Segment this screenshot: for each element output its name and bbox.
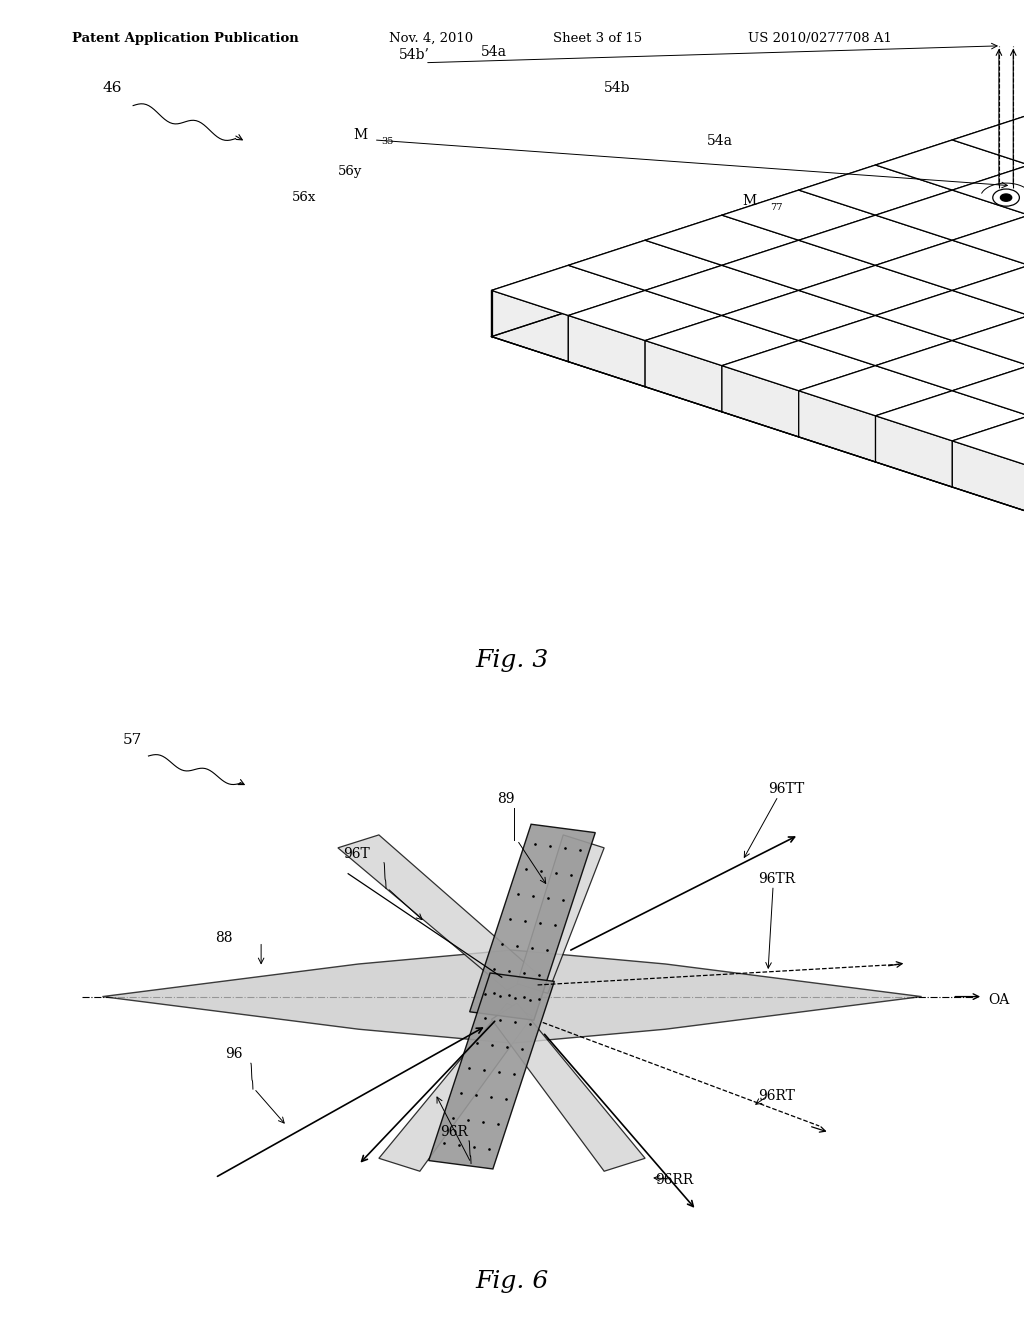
Text: M: M	[353, 128, 368, 141]
Polygon shape	[517, 836, 604, 994]
Polygon shape	[492, 1003, 645, 1171]
Polygon shape	[952, 215, 1024, 265]
Polygon shape	[952, 416, 1024, 466]
Polygon shape	[799, 315, 952, 366]
Polygon shape	[952, 115, 1024, 186]
Text: 96TT: 96TT	[768, 781, 804, 796]
Polygon shape	[492, 265, 645, 315]
Polygon shape	[492, 265, 568, 337]
Polygon shape	[492, 290, 568, 362]
Polygon shape	[645, 215, 799, 265]
Polygon shape	[876, 190, 1024, 240]
Text: 57: 57	[123, 734, 142, 747]
Polygon shape	[568, 240, 645, 312]
Text: 88: 88	[215, 931, 232, 945]
Polygon shape	[338, 836, 538, 990]
Polygon shape	[568, 240, 722, 290]
Text: 56y: 56y	[338, 165, 362, 178]
Polygon shape	[799, 165, 876, 236]
Text: Patent Application Publication: Patent Application Publication	[72, 32, 298, 45]
Polygon shape	[645, 341, 722, 412]
Text: 56x: 56x	[292, 191, 316, 205]
Text: Sheet 3 of 15: Sheet 3 of 15	[553, 32, 642, 45]
Text: US 2010/0277708 A1: US 2010/0277708 A1	[748, 32, 892, 45]
Polygon shape	[722, 366, 799, 437]
Polygon shape	[876, 341, 1024, 391]
Text: 89: 89	[497, 792, 514, 805]
Polygon shape	[952, 115, 1024, 165]
Polygon shape	[429, 973, 554, 1170]
Polygon shape	[952, 165, 1024, 215]
Text: 54b: 54b	[604, 82, 631, 95]
Polygon shape	[102, 950, 922, 1043]
Polygon shape	[722, 240, 876, 290]
Text: 96: 96	[225, 1047, 243, 1061]
Polygon shape	[876, 140, 952, 211]
Text: 96RT: 96RT	[758, 1089, 795, 1104]
Polygon shape	[470, 824, 595, 1020]
Circle shape	[992, 189, 1019, 206]
Text: 54b’: 54b’	[399, 49, 430, 62]
Text: M: M	[742, 194, 757, 207]
Polygon shape	[379, 1003, 532, 1171]
Text: 46: 46	[102, 82, 122, 95]
Polygon shape	[799, 215, 952, 265]
Polygon shape	[799, 366, 952, 416]
Text: OA: OA	[988, 993, 1010, 1007]
Polygon shape	[876, 240, 1024, 290]
Polygon shape	[876, 140, 1024, 190]
Polygon shape	[645, 265, 799, 315]
Polygon shape	[645, 215, 722, 286]
Polygon shape	[952, 315, 1024, 366]
Polygon shape	[722, 190, 876, 240]
Polygon shape	[952, 441, 1024, 512]
Polygon shape	[952, 366, 1024, 416]
Polygon shape	[876, 416, 952, 487]
Polygon shape	[876, 391, 1024, 441]
Text: 54a: 54a	[481, 45, 507, 59]
Text: Fig. 6: Fig. 6	[475, 1270, 549, 1292]
Polygon shape	[645, 315, 799, 366]
Text: Fig. 3: Fig. 3	[475, 648, 549, 672]
Polygon shape	[568, 315, 645, 387]
Text: 96TR: 96TR	[758, 873, 795, 887]
Text: 96R: 96R	[440, 1125, 468, 1139]
Circle shape	[1000, 194, 1012, 201]
Text: 35: 35	[381, 137, 393, 147]
Polygon shape	[799, 391, 876, 462]
Polygon shape	[799, 165, 952, 215]
Polygon shape	[952, 265, 1024, 315]
Polygon shape	[799, 265, 952, 315]
Text: Nov. 4, 2010: Nov. 4, 2010	[389, 32, 473, 45]
Text: 96RR: 96RR	[655, 1173, 693, 1187]
Polygon shape	[722, 190, 799, 261]
Polygon shape	[722, 290, 876, 341]
Text: 77: 77	[770, 203, 782, 213]
Text: 96T: 96T	[343, 846, 370, 861]
Polygon shape	[568, 290, 722, 341]
Polygon shape	[722, 341, 876, 391]
Text: 54a: 54a	[707, 135, 732, 148]
Polygon shape	[876, 290, 1024, 341]
